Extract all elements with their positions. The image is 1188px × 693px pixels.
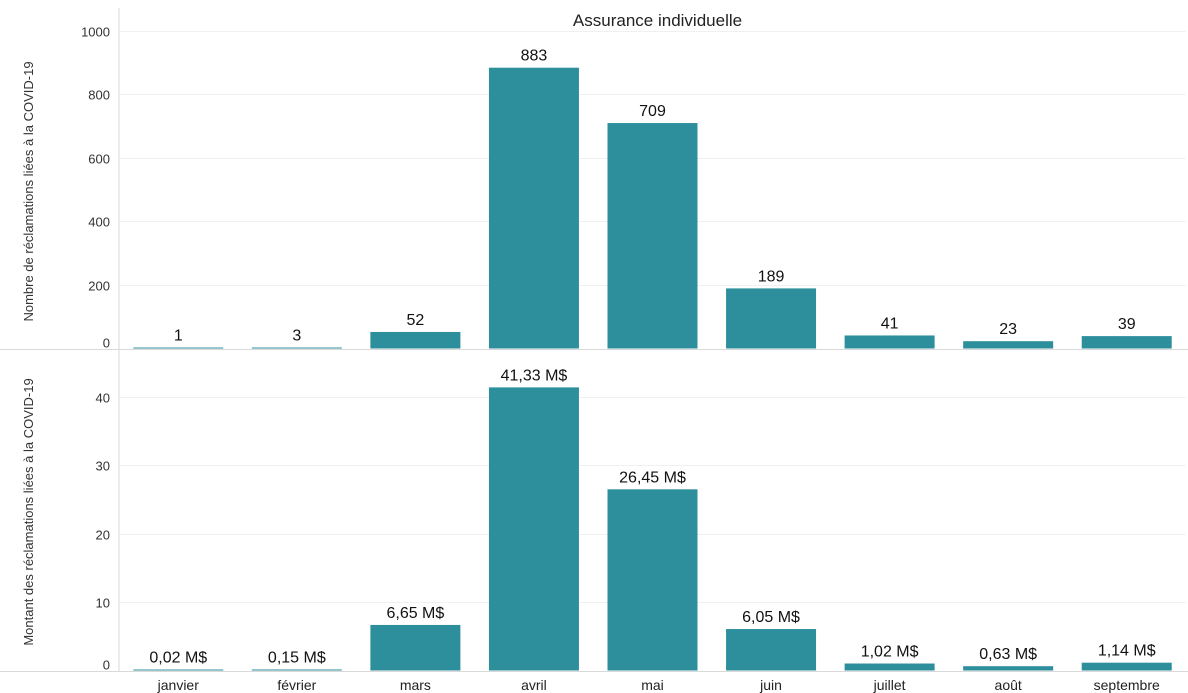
bar-mai	[607, 489, 698, 671]
data-label: 6,65 M$	[386, 605, 444, 622]
data-label: 883	[521, 48, 548, 65]
x-tick-label: juillet	[873, 677, 906, 693]
x-tick-label: mai	[641, 677, 664, 693]
y-axis-label: Montant des réclamations liées à la COVI…	[21, 378, 36, 645]
bar-septembre	[1081, 336, 1172, 349]
bar-mai	[607, 123, 698, 349]
bar-août	[963, 666, 1054, 671]
x-tick-label: janvier	[157, 677, 200, 693]
bar-février	[251, 347, 342, 349]
y-tick-label: 800	[88, 88, 110, 103]
x-tick-label: septembre	[1094, 677, 1160, 693]
y-tick-label: 400	[88, 215, 110, 230]
bar-septembre	[1081, 662, 1172, 671]
data-label: 39	[1118, 316, 1136, 333]
data-label: 189	[758, 268, 785, 285]
y-tick-label: 1000	[81, 25, 110, 40]
data-label: 0,02 M$	[149, 650, 207, 667]
x-tick-label: mars	[400, 677, 431, 693]
bar-février	[251, 669, 342, 671]
data-label: 3	[292, 328, 301, 345]
y-tick-label: 10	[96, 596, 110, 611]
bar-mars	[370, 331, 461, 349]
data-label: 1	[174, 328, 183, 345]
chart-title: Assurance individuelle	[573, 11, 742, 30]
bar-juin	[726, 629, 817, 671]
y-tick-label: 200	[88, 279, 110, 294]
bar-janvier	[133, 347, 224, 349]
bar-avril	[488, 387, 579, 671]
data-label: 41,33 M$	[501, 367, 568, 384]
bar-mars	[370, 624, 461, 671]
y-tick-label: 20	[96, 528, 110, 543]
x-tick-label: août	[995, 677, 1022, 693]
data-label: 1,02 M$	[861, 644, 919, 661]
y-tick-label: 600	[88, 152, 110, 167]
data-label: 0,63 M$	[979, 646, 1037, 663]
data-label: 709	[639, 103, 666, 120]
bar-juin	[726, 288, 817, 349]
x-tick-label: juin	[759, 677, 782, 693]
y-tick-label: 0	[103, 658, 110, 673]
data-label: 6,05 M$	[742, 609, 800, 626]
x-tick-label: avril	[521, 677, 547, 693]
bar-avril	[488, 67, 579, 349]
data-label: 0,15 M$	[268, 649, 326, 666]
data-label: 52	[406, 312, 424, 329]
bar-juillet	[844, 335, 935, 349]
bar-janvier	[133, 669, 224, 671]
bar-juillet	[844, 663, 935, 671]
y-tick-label: 30	[96, 459, 110, 474]
data-label: 23	[999, 321, 1017, 338]
x-tick-label: février	[277, 677, 316, 693]
data-label: 41	[881, 315, 899, 332]
bar-août	[963, 341, 1054, 349]
y-tick-label: 0	[103, 336, 110, 351]
y-tick-label: 40	[96, 391, 110, 406]
y-axis-label: Nombre de réclamations liées à la COVID-…	[21, 61, 36, 321]
data-label: 1,14 M$	[1098, 643, 1156, 660]
data-label: 26,45 M$	[619, 469, 686, 486]
